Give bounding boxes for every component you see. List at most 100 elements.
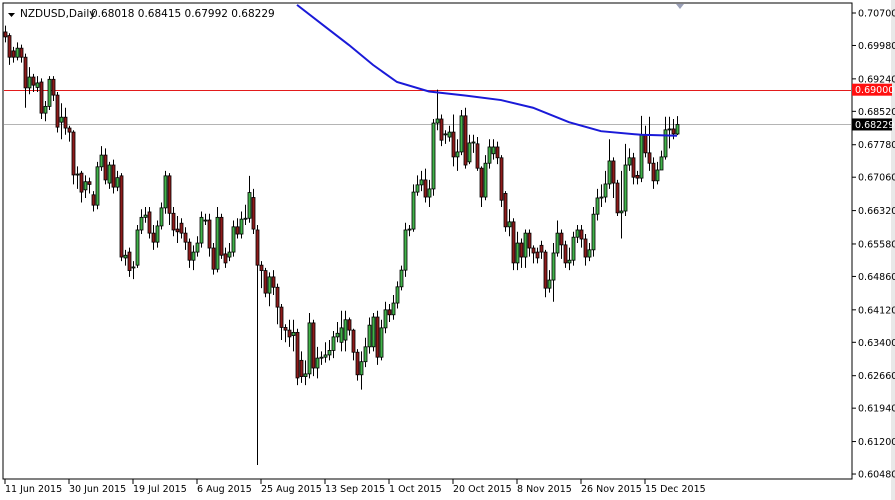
candle bbox=[475, 137, 480, 171]
candle bbox=[275, 283, 280, 325]
candle bbox=[175, 215, 180, 244]
bullish-candle-body bbox=[599, 196, 604, 199]
triangle-down-icon[interactable] bbox=[8, 13, 15, 17]
bullish-candle-body bbox=[363, 346, 368, 363]
bullish-candle-body bbox=[35, 82, 40, 88]
candle bbox=[43, 100, 48, 122]
candle bbox=[107, 161, 112, 189]
candle bbox=[495, 141, 500, 165]
bullish-candle-body bbox=[383, 309, 388, 329]
bearish-candle-body bbox=[563, 244, 568, 264]
bullish-candle-body bbox=[107, 164, 112, 184]
candle bbox=[35, 76, 40, 92]
bearish-candle-body bbox=[543, 251, 548, 289]
candle bbox=[395, 281, 400, 309]
bearish-candle-body bbox=[355, 351, 360, 376]
candle bbox=[507, 209, 512, 237]
time-tick-label: 8 Nov 2015 bbox=[517, 484, 572, 495]
candle bbox=[439, 114, 444, 147]
candle bbox=[211, 243, 216, 275]
bullish-candle-body bbox=[163, 175, 168, 209]
candle bbox=[103, 148, 108, 185]
bullish-candle-body bbox=[323, 354, 328, 358]
candles-layer bbox=[3, 25, 680, 466]
bullish-candle-body bbox=[639, 134, 644, 179]
candle bbox=[227, 243, 232, 262]
bullish-candle-body bbox=[455, 151, 460, 158]
candle bbox=[71, 130, 76, 185]
candle bbox=[323, 342, 328, 363]
bearish-candle-body bbox=[299, 359, 304, 377]
bearish-candle-body bbox=[87, 181, 92, 185]
bullish-candle-body bbox=[523, 232, 528, 258]
bullish-candle-body bbox=[139, 216, 144, 231]
candle bbox=[483, 155, 488, 201]
candle bbox=[359, 351, 364, 390]
candle bbox=[471, 134, 476, 153]
candle bbox=[499, 155, 504, 207]
symbol-timeframe: NZDUSD,Daily bbox=[20, 8, 95, 20]
price-axis[interactable]: 0.70700 0.69980 0.69240 0.68520 0.67780 0.670… bbox=[852, 9, 895, 481]
candle bbox=[135, 225, 140, 268]
candle bbox=[307, 312, 312, 379]
bearish-candle-body bbox=[251, 197, 256, 230]
bearish-candle-body bbox=[71, 131, 76, 176]
candle bbox=[583, 234, 588, 266]
chart-shift-marker-icon[interactable] bbox=[676, 4, 684, 9]
bullish-candle-body bbox=[27, 76, 32, 89]
bullish-candle-body bbox=[459, 115, 464, 153]
bullish-candle-body bbox=[427, 188, 432, 198]
bearish-candle-body bbox=[187, 241, 192, 261]
candle bbox=[219, 213, 224, 259]
candle bbox=[183, 227, 188, 250]
bearish-candle-body bbox=[287, 329, 292, 338]
time-axis[interactable]: 11 Jun 2015 30 Jun 2015 19 Jul 2015 6 Aug 2… bbox=[4, 479, 706, 495]
bid-price-label: 0.68229 bbox=[855, 120, 894, 131]
candle bbox=[283, 324, 288, 343]
bullish-candle-body bbox=[467, 142, 472, 163]
candle bbox=[539, 240, 544, 259]
bullish-candle-body bbox=[403, 229, 408, 271]
candle bbox=[411, 184, 416, 232]
bullish-candle-body bbox=[203, 219, 208, 222]
bearish-candle-body bbox=[387, 309, 392, 316]
candle bbox=[139, 209, 144, 235]
candle bbox=[427, 179, 432, 207]
candle bbox=[87, 177, 92, 194]
bearish-candle-body bbox=[211, 247, 216, 270]
candle bbox=[635, 170, 640, 185]
bearish-candle-body bbox=[535, 251, 540, 259]
candle bbox=[487, 139, 492, 169]
bullish-candle-body bbox=[435, 118, 440, 124]
bearish-candle-body bbox=[31, 76, 36, 86]
price-tick-label: 0.60480 bbox=[858, 470, 895, 481]
candle bbox=[559, 229, 564, 259]
time-tick-label: 30 Jun 2015 bbox=[69, 484, 126, 495]
candle bbox=[355, 349, 360, 381]
bullish-candle-body bbox=[291, 331, 296, 336]
price-tick-label: 0.64120 bbox=[858, 305, 895, 316]
time-tick-label: 26 Nov 2015 bbox=[581, 484, 642, 495]
candle bbox=[319, 351, 324, 365]
bullish-candle-body bbox=[123, 254, 128, 259]
candle bbox=[235, 218, 240, 239]
candle bbox=[303, 360, 308, 386]
bearish-candle-body bbox=[275, 286, 280, 308]
price-tick-label: 0.63400 bbox=[858, 338, 895, 349]
bullish-candle-body bbox=[407, 228, 412, 231]
candle bbox=[431, 119, 436, 196]
bullish-candle-body bbox=[95, 166, 100, 206]
candle bbox=[563, 240, 568, 268]
bearish-candle-body bbox=[631, 157, 636, 178]
candle bbox=[627, 148, 632, 171]
candle bbox=[331, 331, 336, 359]
bearish-candle-body bbox=[651, 162, 656, 182]
candle bbox=[363, 337, 368, 368]
bullish-candle-body bbox=[595, 197, 600, 215]
bearish-candle-body bbox=[511, 221, 516, 264]
price-tick-label: 0.67780 bbox=[858, 140, 895, 151]
bearish-candle-body bbox=[647, 152, 652, 164]
candle bbox=[463, 107, 468, 169]
candle bbox=[147, 206, 152, 239]
